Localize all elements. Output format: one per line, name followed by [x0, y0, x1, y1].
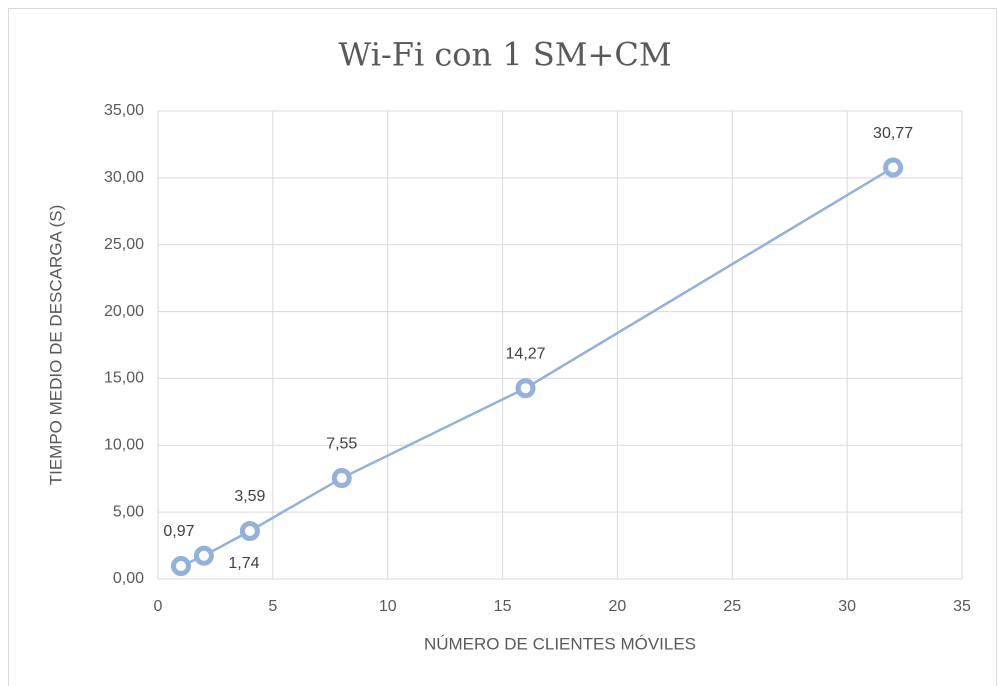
- x-tick-label: 20: [609, 598, 627, 615]
- x-tick-label: 5: [268, 598, 277, 615]
- data-point: [331, 468, 352, 489]
- y-tick-label: 25,00: [104, 236, 144, 253]
- data-label: 7,55: [326, 435, 357, 452]
- data-label: 30,77: [873, 125, 913, 142]
- data-point: [170, 556, 191, 577]
- data-point: [883, 157, 904, 178]
- x-tick-label: 15: [494, 598, 512, 615]
- data-point: [515, 378, 536, 399]
- x-tick-label: 30: [838, 598, 856, 615]
- y-axis-title: TIEMPO MEDIO DE DESCARGA (S): [46, 205, 65, 486]
- chart-title: Wi-Fi con 1 SM+CM: [338, 36, 671, 74]
- data-label: 0,97: [163, 523, 194, 540]
- data-label: 1,74: [228, 555, 259, 572]
- x-tick-label: 25: [723, 598, 741, 615]
- data-point: [239, 520, 260, 541]
- y-tick-label: 15,00: [104, 370, 144, 387]
- grid: [157, 110, 963, 580]
- y-tick-label: 10,00: [104, 437, 144, 454]
- data-label: 14,27: [506, 345, 546, 362]
- y-tick-label: 35,00: [104, 102, 144, 119]
- x-tick-label: 0: [154, 598, 163, 615]
- data-point: [193, 545, 214, 566]
- y-tick-label: 5,00: [113, 503, 144, 520]
- data-label: 3,59: [234, 488, 265, 505]
- x-axis-title: NÚMERO DE CLIENTES MÓVILES: [424, 634, 696, 653]
- x-tick-label: 10: [379, 598, 397, 615]
- x-tick-label: 35: [953, 598, 971, 615]
- y-tick-label: 0,00: [113, 570, 144, 587]
- y-tick-label: 20,00: [104, 303, 144, 320]
- y-tick-label: 30,00: [104, 169, 144, 186]
